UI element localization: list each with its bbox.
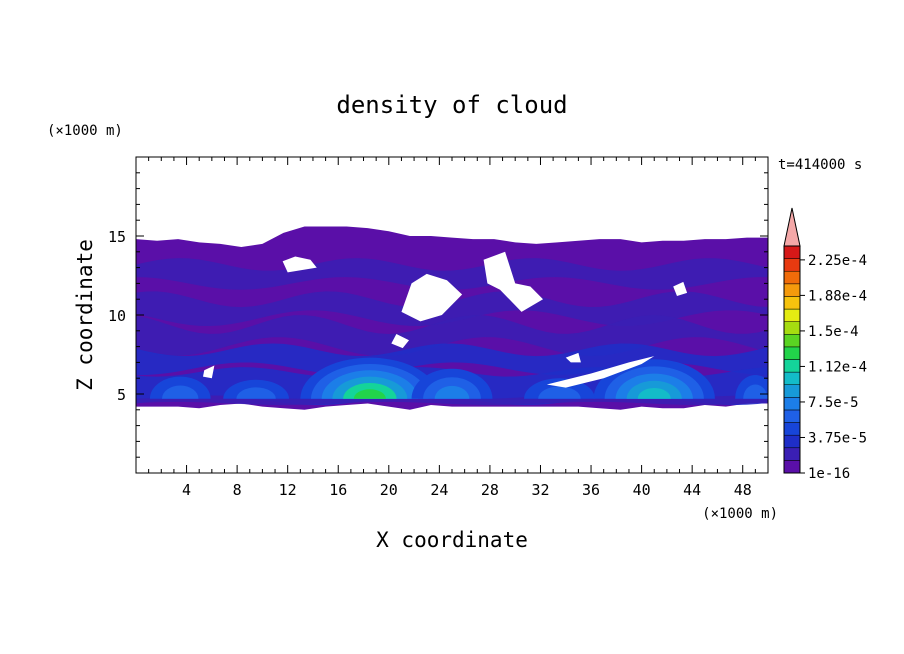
colorbar-swatch <box>783 346 801 360</box>
cloud-density-field <box>136 226 768 410</box>
colorbar-swatch <box>783 296 801 310</box>
density-dome-contour <box>434 385 470 399</box>
y-tick-label: 15 <box>108 228 126 246</box>
colorbar-swatch <box>783 359 801 373</box>
colorbar-label: 2.25e-4 <box>808 253 867 269</box>
colorbar-label: 1e-16 <box>808 466 850 482</box>
y-axis: 5 10 15 <box>108 172 768 458</box>
x-axis-title: X coordinate <box>376 528 528 552</box>
x-tick-label: 20 <box>380 481 398 499</box>
x-axis: 4 8 12 16 20 24 28 32 36 40 44 48 <box>148 157 756 499</box>
colorbar-swatch <box>783 270 801 285</box>
density-dome-contour <box>637 387 671 399</box>
y-tick-label: 10 <box>108 307 126 325</box>
clear-sky-gap <box>401 273 463 322</box>
colorbar-label: 7.5e-5 <box>808 395 859 411</box>
time-label: t=414000 s <box>778 157 862 173</box>
density-dome-contour <box>236 387 276 399</box>
x-tick-label: 48 <box>734 481 752 499</box>
colorbar-label: 1.12e-4 <box>808 359 867 375</box>
colorbar-swatch <box>783 422 801 436</box>
chart-title: density of cloud <box>336 91 567 119</box>
density-dome-contour <box>538 386 581 399</box>
colorbar-frame <box>783 245 801 474</box>
colorbar-swatch <box>783 245 801 259</box>
density-band <box>136 343 768 376</box>
x-tick-label: 24 <box>430 481 448 499</box>
clear-sky-gap <box>673 281 688 297</box>
clear-sky-gap <box>565 352 581 363</box>
clear-sky-gap <box>282 256 317 273</box>
density-dome-contour <box>743 384 768 399</box>
colorbar-swatch <box>783 308 801 322</box>
x-tick-label: 4 <box>182 481 191 499</box>
x-tick-label: 40 <box>633 481 651 499</box>
colorbar-swatch <box>783 371 801 385</box>
colorbar-swatch <box>783 447 801 461</box>
x-tick-label: 28 <box>481 481 499 499</box>
density-dome-contour <box>353 389 386 399</box>
density-dome-contour <box>162 385 199 399</box>
colorbar: 1e-16 3.75e-5 7.5e-5 1.12e-4 1.5e-4 1.88e-4 2.… <box>783 207 867 482</box>
colorbar-swatch <box>783 258 801 272</box>
colorbar-swatch <box>783 334 801 348</box>
colorbar-swatch <box>783 460 801 474</box>
y-tick-label: 5 <box>117 386 126 404</box>
clear-sky-gap <box>546 356 655 388</box>
colorbar-swatch <box>783 434 801 449</box>
colorbar-swatch <box>783 283 801 297</box>
x-tick-label: 36 <box>582 481 600 499</box>
colorbar-overflow-arrow <box>783 207 801 247</box>
colorbar-swatch <box>783 384 801 398</box>
y-unit-label: (×1000 m) <box>47 123 123 139</box>
density-band <box>136 258 768 290</box>
density-band <box>136 291 768 327</box>
x-tick-label: 8 <box>233 481 242 499</box>
colorbar-swatch <box>783 397 801 411</box>
colorbar-label: 1.88e-4 <box>808 288 867 304</box>
colorbar-label: 3.75e-5 <box>808 430 867 446</box>
x-tick-label: 32 <box>531 481 549 499</box>
clear-sky-gap <box>391 333 410 349</box>
clear-sky-gap <box>202 365 215 379</box>
y-axis-title: Z coordinate <box>73 239 97 391</box>
x-tick-label: 12 <box>279 481 297 499</box>
x-tick-label: 44 <box>683 481 701 499</box>
x-tick-label: 16 <box>329 481 347 499</box>
clear-sky-gap <box>483 251 544 312</box>
x-unit-label: (×1000 m) <box>702 506 778 522</box>
colorbar-swatch <box>783 321 801 335</box>
colorbar-swatch <box>783 409 801 423</box>
colorbar-label: 1.5e-4 <box>808 324 859 340</box>
